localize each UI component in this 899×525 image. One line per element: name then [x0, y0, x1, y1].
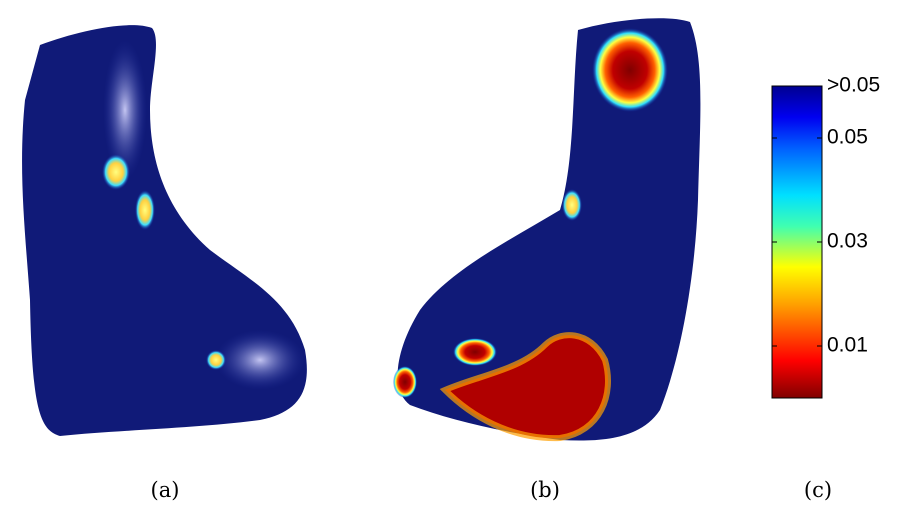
shape-a — [22, 25, 307, 436]
panel-label: (b) — [530, 478, 560, 502]
tick-label: 0.03 — [827, 230, 868, 253]
tick-label: 0.05 — [827, 126, 868, 149]
panel-label: (a) — [151, 478, 180, 502]
colorbar — [772, 86, 822, 398]
figure: (a) (b) (c) >0.05 0.05 0.03 0.01 — [0, 0, 899, 525]
tick-label: >0.05 — [827, 74, 880, 97]
tick-label: 0.01 — [827, 334, 868, 357]
shape-b — [393, 18, 700, 440]
panel-label: (c) — [804, 478, 832, 502]
